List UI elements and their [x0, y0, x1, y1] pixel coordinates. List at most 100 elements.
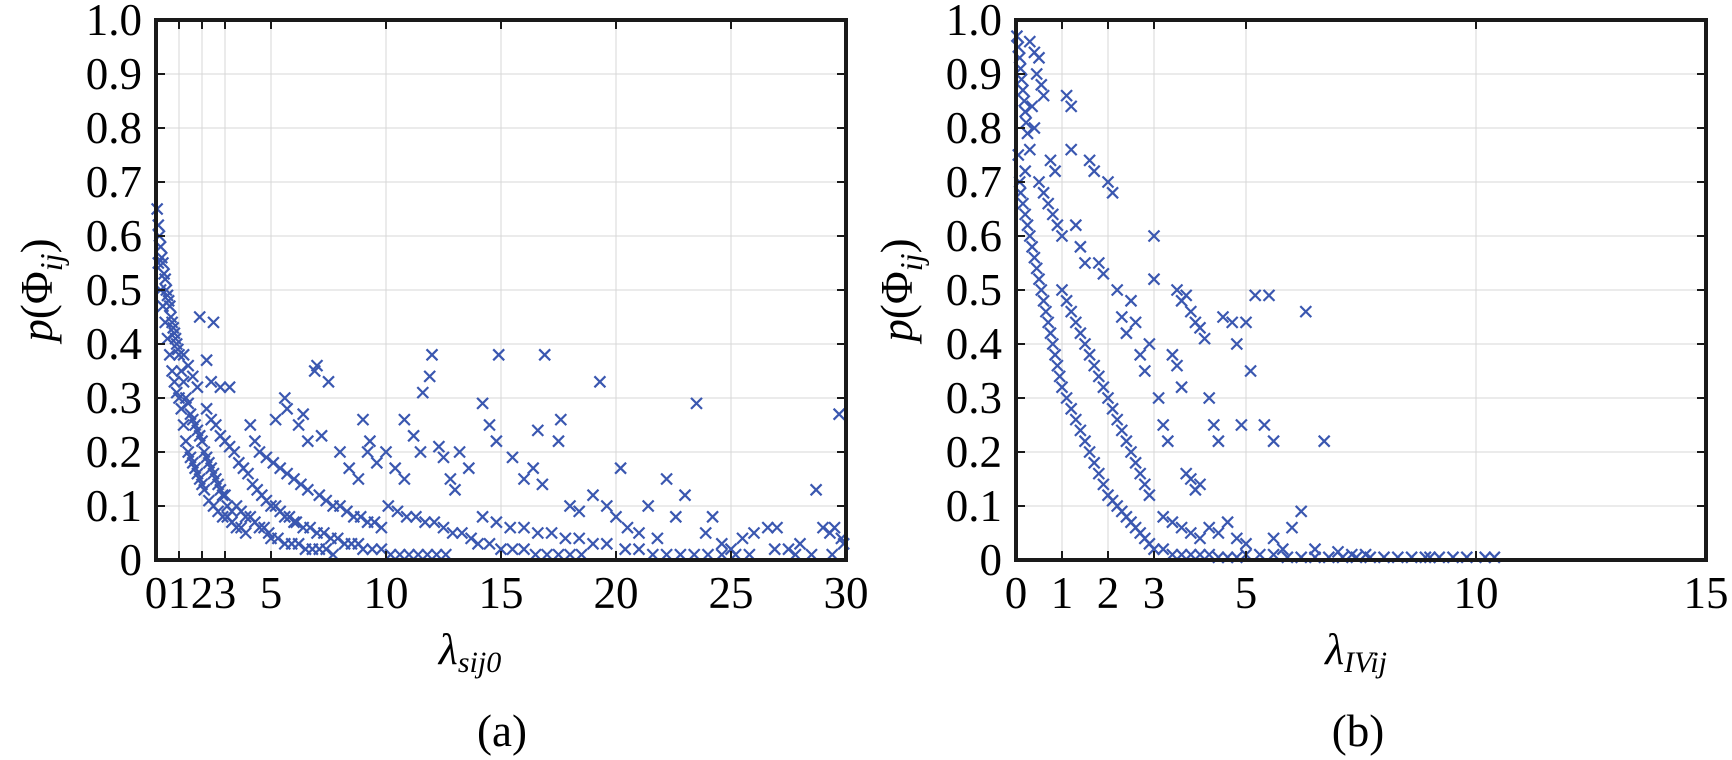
- data-point-a: [423, 370, 436, 383]
- data-point-b: [1064, 100, 1078, 113]
- data-point-a: [191, 380, 204, 394]
- data-point-b: [1106, 402, 1119, 416]
- data-point-a: [280, 402, 294, 416]
- data-point-a: [494, 542, 508, 556]
- data-point-b: [1193, 478, 1207, 491]
- data-point-b: [1207, 418, 1221, 432]
- data-point-a: [363, 434, 377, 448]
- data-point-b: [1016, 83, 1030, 97]
- data-point-a: [158, 316, 172, 329]
- data-point-b: [1028, 121, 1041, 135]
- data-point-b: [1166, 348, 1179, 362]
- data-point-a: [200, 402, 213, 416]
- y-label-main-b: p: [872, 319, 922, 345]
- data-point-b: [1258, 418, 1271, 432]
- data-point-a: [736, 532, 749, 545]
- data-point-a: [437, 451, 450, 464]
- y-tick-label-b: 0.2: [946, 427, 1002, 477]
- data-point-a: [195, 434, 209, 448]
- data-point-b: [1060, 391, 1073, 405]
- data-point-b: [1156, 542, 1170, 556]
- data-point-a: [278, 510, 292, 524]
- scatter-series-b: [1010, 29, 1501, 564]
- data-point-b: [1308, 542, 1322, 556]
- y-tick-label-a: 1.0: [86, 0, 142, 45]
- data-point-a: [239, 526, 252, 540]
- data-point-a: [248, 434, 262, 448]
- data-point-b: [1051, 359, 1064, 372]
- y-label-open-a: (Φ: [12, 271, 62, 319]
- data-point-b: [1147, 229, 1161, 243]
- x-tick-label-b: 2: [1097, 568, 1120, 618]
- data-point-b: [1019, 116, 1033, 129]
- x-tick-label-a: 1: [168, 568, 191, 618]
- data-point-b: [1184, 305, 1198, 318]
- data-point-a: [651, 532, 664, 545]
- x-tick-label-a: 3: [214, 568, 237, 618]
- data-point-a: [158, 272, 172, 286]
- data-point-a: [559, 532, 572, 545]
- data-point-b: [1166, 515, 1179, 529]
- data-point-a: [690, 397, 703, 410]
- data-point-b: [1032, 272, 1046, 286]
- data-point-b: [1147, 272, 1161, 286]
- data-point-b: [1124, 445, 1138, 459]
- data-point-a: [453, 445, 466, 459]
- data-point-b: [1025, 100, 1039, 113]
- data-point-b: [1037, 89, 1050, 102]
- y-tick-label-a: 0.2: [86, 427, 142, 477]
- data-point-b: [1101, 175, 1115, 189]
- data-point-a: [660, 472, 673, 486]
- data-point-b: [1267, 532, 1280, 545]
- data-point-a: [382, 499, 395, 513]
- data-point-b: [1120, 434, 1133, 448]
- data-point-a: [437, 521, 450, 534]
- data-point-b: [1023, 35, 1037, 48]
- x-tick-label-a: 10: [364, 568, 409, 618]
- data-point-a: [483, 418, 496, 432]
- data-point-a: [333, 445, 347, 459]
- data-point-a: [770, 521, 784, 534]
- data-point-a: [618, 542, 632, 556]
- data-point-b: [1202, 391, 1216, 405]
- data-point-a: [538, 348, 551, 362]
- x-tick-label-a: 2: [191, 568, 214, 618]
- data-point-b: [1055, 229, 1069, 243]
- ticks-a: 00.10.20.30.40.50.60.70.80.91.0 0 1 2 3 5 10 15…: [86, 0, 869, 618]
- data-point-a: [600, 499, 614, 513]
- data-point-a: [218, 488, 232, 502]
- data-point-a: [361, 445, 374, 459]
- data-point-a: [614, 461, 627, 475]
- y-tick-label-b: 0.6: [946, 211, 1002, 261]
- data-point-b: [1064, 143, 1078, 156]
- data-point-a: [198, 483, 211, 497]
- data-point-b: [1225, 316, 1239, 329]
- y-tick-label-b: 0.4: [946, 319, 1002, 369]
- chart-panel-a: 00.10.20.30.40.50.60.70.80.91.0 0 1 2 3 5 10 15…: [12, 0, 869, 756]
- data-point-b: [1129, 456, 1142, 470]
- data-point-a: [301, 434, 315, 448]
- data-point-b: [1087, 164, 1101, 178]
- data-point-b: [1092, 256, 1106, 270]
- data-point-b: [1039, 305, 1053, 318]
- y-tick-label-a: 0.5: [86, 265, 142, 315]
- x-tick-label-b: 0: [1005, 568, 1028, 618]
- data-point-b: [1202, 521, 1216, 534]
- data-point-b: [1023, 229, 1037, 243]
- data-point-b: [1299, 305, 1313, 318]
- data-point-a: [492, 348, 505, 362]
- data-point-a: [761, 521, 775, 534]
- data-point-a: [204, 375, 218, 389]
- data-point-b: [1097, 478, 1110, 491]
- data-point-a: [209, 418, 223, 432]
- x-tick-label-b: 1: [1051, 568, 1074, 618]
- y-tick-label-b: 0: [980, 535, 1003, 585]
- x-tick-label-b: 3: [1143, 568, 1166, 618]
- data-point-a: [476, 510, 489, 524]
- data-point-b: [1097, 380, 1110, 394]
- data-point-a: [545, 526, 558, 540]
- y-label-open-b: (Φ: [872, 271, 922, 319]
- data-point-a: [278, 391, 292, 405]
- data-point-a: [379, 445, 393, 459]
